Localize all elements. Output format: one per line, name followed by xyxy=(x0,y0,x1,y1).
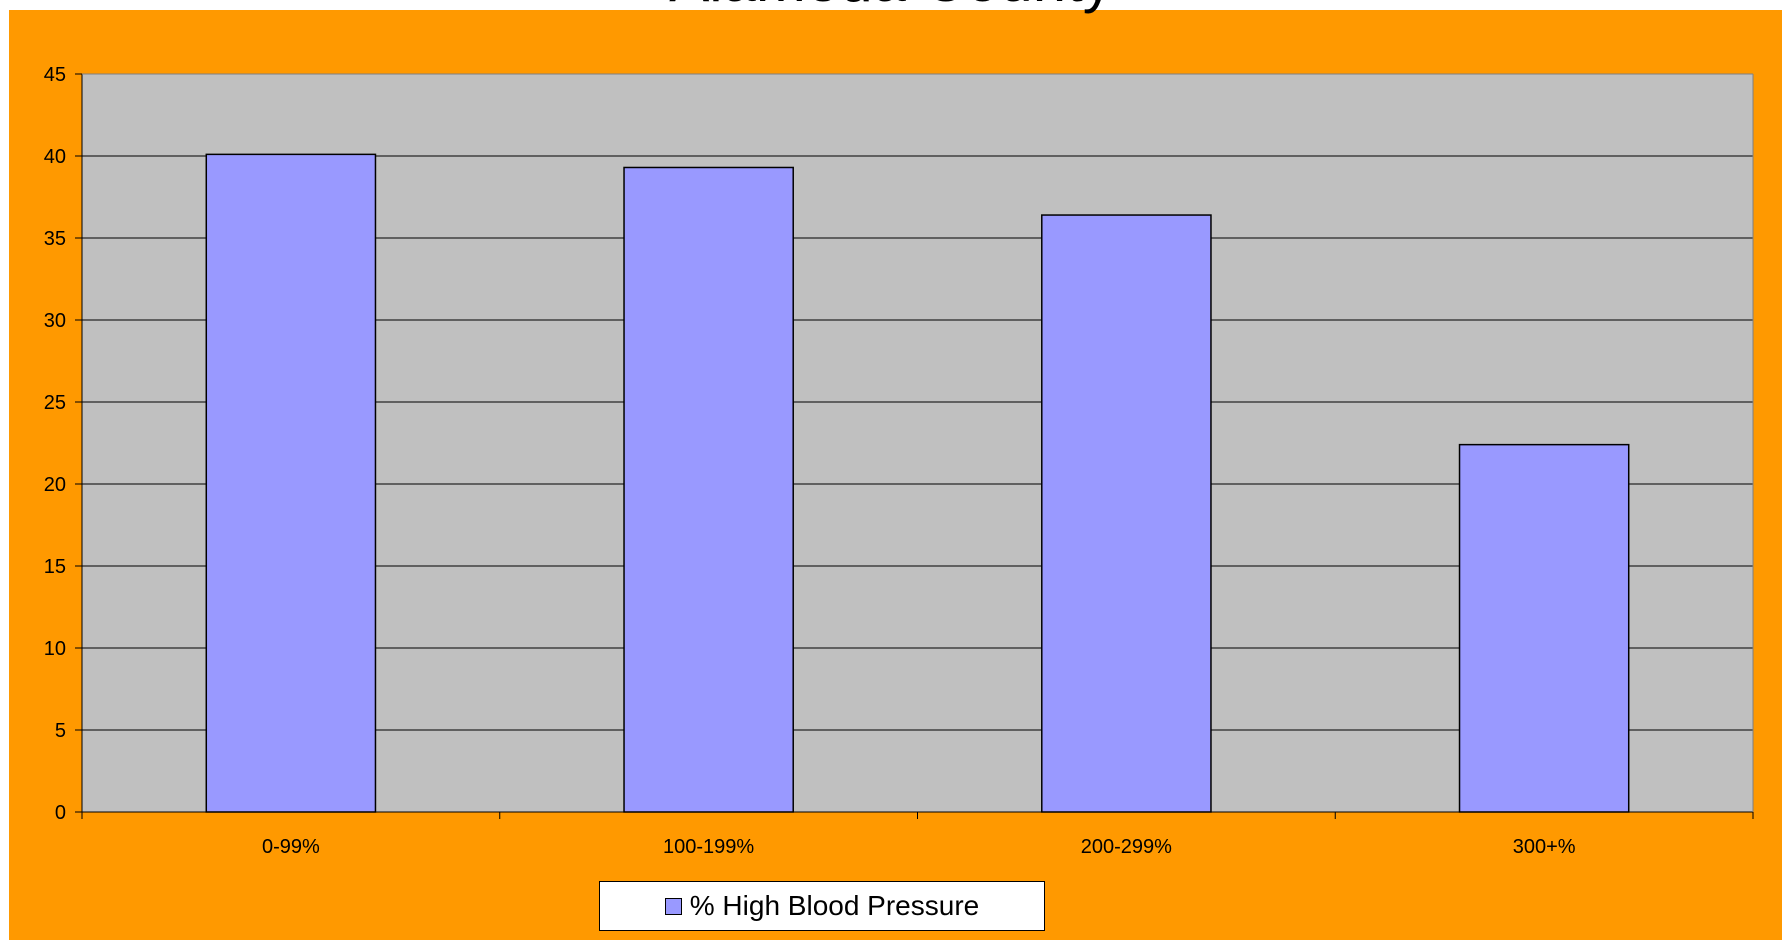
y-tick-label: 15 xyxy=(44,556,66,578)
y-tick-label: 5 xyxy=(55,720,66,742)
x-tick-labels: 0-99% 100-199% 200-299% 300+% xyxy=(262,836,1576,858)
x-tick-label: 300+% xyxy=(1513,836,1576,858)
y-tick-label: 45 xyxy=(44,64,66,86)
bar xyxy=(205,153,377,813)
axes xyxy=(75,73,1754,819)
bar xyxy=(1041,214,1212,813)
legend: % High Blood Pressure xyxy=(599,881,1045,931)
y-tick-label: 35 xyxy=(44,228,66,250)
legend-swatch xyxy=(664,897,682,915)
y-tick-label: 0 xyxy=(55,802,66,824)
y-tick-label: 40 xyxy=(44,146,66,168)
x-tick-label: 0-99% xyxy=(262,836,320,858)
x-tick-label: 100-199% xyxy=(663,836,754,858)
y-tick-label: 25 xyxy=(44,392,66,414)
y-tick-label: 10 xyxy=(44,638,66,660)
bars xyxy=(205,153,1630,813)
legend-label: % High Blood Pressure xyxy=(689,890,980,921)
bar xyxy=(1458,443,1630,813)
y-tick-label: 20 xyxy=(44,474,66,496)
bar xyxy=(623,166,794,813)
y-tick-label: 30 xyxy=(44,310,66,332)
y-tick-labels: 0 5 10 15 20 25 30 35 40 45 xyxy=(44,64,66,824)
x-tick-label: 200-299% xyxy=(1081,836,1172,858)
